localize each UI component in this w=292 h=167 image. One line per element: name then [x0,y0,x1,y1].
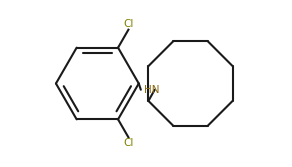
Text: HN: HN [144,85,159,95]
Text: Cl: Cl [123,138,134,148]
Text: Cl: Cl [123,19,134,29]
